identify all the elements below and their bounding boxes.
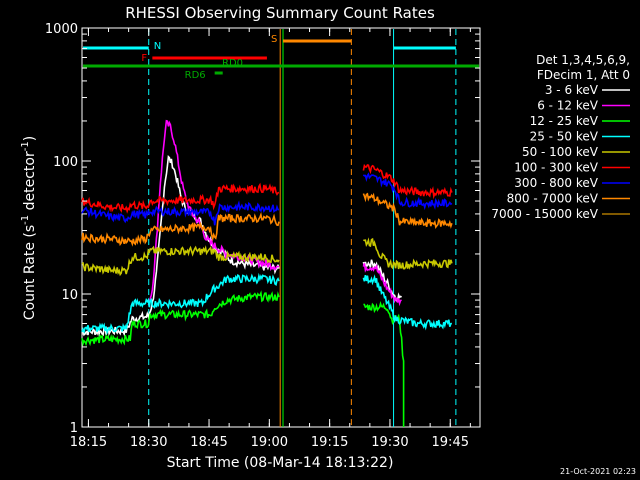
series-line — [363, 301, 405, 427]
legend: Det 1,3,4,5,6,9, FDecim 1, Att 0 3 - 6 k… — [491, 53, 630, 221]
plot-frame — [81, 27, 481, 428]
y-tick-label: 1 — [70, 421, 78, 436]
state-bars: N S F RD0 RD6 — [83, 34, 479, 81]
legend-header-line-1: Det 1,3,4,5,6,9, — [536, 53, 630, 67]
series-line — [362, 263, 402, 307]
state-label-s: S — [271, 34, 277, 45]
legend-label: 7000 - 15000 keV — [491, 207, 598, 221]
y-tick-label: 100 — [53, 155, 78, 170]
legend-label: 50 - 100 keV — [522, 145, 599, 159]
x-tick-label: 19:45 — [432, 435, 469, 450]
y-axis-label: Count Rate (s-1 detector-1) — [20, 136, 38, 320]
series-line — [362, 163, 453, 200]
y-axis-label-part: Count Rate (s — [22, 225, 38, 320]
chart-title: RHESSI Observing Summary Count Rates — [125, 4, 435, 22]
x-tick-label: 19:00 — [251, 435, 288, 450]
series-line — [81, 245, 280, 277]
x-axis: 18:15 18:30 18:45 19:00 19:15 19:30 19:45 — [70, 28, 471, 450]
state-label-rd0: RD0 — [222, 58, 243, 69]
series-line — [362, 274, 452, 331]
state-label-f: F — [141, 53, 147, 64]
x-tick-label: 18:30 — [130, 435, 167, 450]
series-layer — [81, 119, 453, 427]
series-line — [362, 192, 453, 229]
mode-transition-lines — [148, 29, 457, 427]
x-tick-label: 18:15 — [70, 435, 107, 450]
legend-label: 300 - 800 keV — [514, 176, 598, 190]
series-line — [81, 182, 280, 214]
y-tick-label: 10 — [61, 288, 78, 303]
series-line — [81, 272, 280, 336]
x-axis-label: Start Time (08-Mar-14 18:13:22) — [167, 455, 394, 471]
legend-header-line-2: FDecim 1, Att 0 — [537, 68, 630, 82]
legend-label: 25 - 50 keV — [530, 130, 599, 144]
legend-label: 6 - 12 keV — [537, 99, 599, 113]
series-line — [81, 211, 280, 247]
series-line — [81, 154, 280, 338]
x-tick-label: 19:30 — [371, 435, 408, 450]
legend-label: 800 - 7000 keV — [507, 192, 599, 206]
y-axis-label-part: ) — [22, 136, 38, 141]
series-line — [81, 200, 280, 226]
legend-label: 3 - 6 keV — [545, 83, 599, 97]
series-line — [363, 237, 453, 270]
state-label-rd6: RD6 — [185, 70, 206, 81]
y-tick-label: 1000 — [45, 22, 78, 37]
y-axis: 1 10 100 1000 — [45, 22, 480, 436]
y-axis-label-part: detector — [22, 151, 38, 215]
x-tick-label: 18:45 — [190, 435, 227, 450]
legend-label: 12 - 25 keV — [530, 114, 599, 128]
state-label-n: N — [154, 41, 161, 52]
footer-timestamp: 21-Oct-2021 02:23 — [560, 467, 636, 476]
y-axis-label-superscript: -1 — [20, 215, 31, 225]
legend-label: 100 - 300 keV — [514, 161, 598, 175]
x-tick-label: 19:15 — [311, 435, 348, 450]
y-axis-label-superscript: -1 — [20, 141, 31, 151]
series-line — [362, 172, 453, 211]
series-line — [81, 290, 280, 347]
